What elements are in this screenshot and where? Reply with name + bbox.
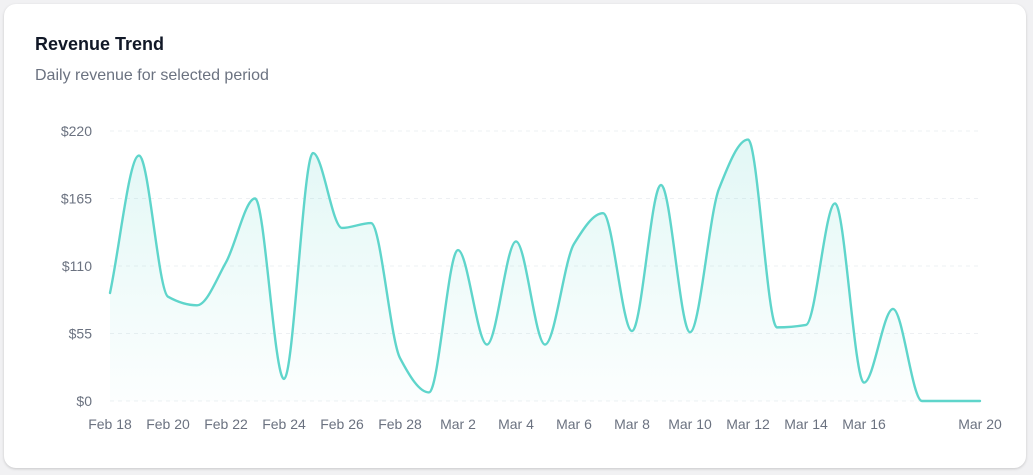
x-tick-label: Mar 4: [498, 416, 534, 432]
data-point-feb-20[interactable]: [165, 294, 171, 300]
data-point-feb-25[interactable]: [310, 150, 316, 156]
x-tick-label: Mar 8: [614, 416, 650, 432]
data-point-mar-1[interactable]: [426, 389, 432, 395]
chart-title: Revenue Trend: [35, 34, 165, 54]
data-point-mar-19[interactable]: [948, 398, 954, 404]
data-point-mar-11[interactable]: [716, 186, 722, 192]
revenue-line: [108, 138, 982, 403]
data-point-feb-22[interactable]: [223, 259, 229, 265]
data-point-mar-17[interactable]: [890, 306, 896, 312]
data-point-mar-13[interactable]: [774, 324, 780, 330]
x-tick-label: Feb 20: [146, 416, 190, 432]
data-point-feb-21[interactable]: [194, 302, 200, 308]
chart-subtitle: Daily revenue for selected period: [35, 67, 269, 84]
x-tick-label: Mar 12: [726, 416, 770, 432]
x-tick-label: Mar 10: [668, 416, 712, 432]
data-point-feb-19[interactable]: [136, 153, 142, 159]
x-tick-label: Feb 28: [378, 416, 422, 432]
y-tick-label: $55: [69, 326, 93, 342]
data-point-mar-8[interactable]: [629, 328, 635, 334]
data-point-mar-2[interactable]: [455, 247, 461, 253]
data-point-feb-26[interactable]: [339, 225, 345, 231]
x-tick-label: Mar 20: [958, 416, 1002, 432]
x-tick-label: Feb 24: [262, 416, 306, 432]
revenue-area-fill: [110, 139, 980, 401]
x-tick-label: Feb 22: [204, 416, 248, 432]
data-point-mar-14[interactable]: [803, 322, 809, 328]
data-point-mar-12[interactable]: [745, 137, 751, 143]
data-point-mar-20[interactable]: [977, 398, 983, 404]
data-point-mar-3[interactable]: [484, 342, 490, 348]
y-tick-label: $165: [61, 191, 92, 207]
x-tick-label: Mar 2: [440, 416, 476, 432]
data-point-mar-5[interactable]: [542, 342, 548, 348]
data-point-feb-27[interactable]: [368, 220, 374, 226]
x-tick-label: Feb 18: [88, 416, 132, 432]
data-point-mar-7[interactable]: [600, 210, 606, 216]
data-point-mar-9[interactable]: [658, 182, 664, 188]
data-point-feb-18[interactable]: [107, 290, 113, 296]
data-point-feb-24[interactable]: [281, 376, 287, 382]
x-tick-label: Feb 26: [320, 416, 364, 432]
data-point-mar-10[interactable]: [687, 329, 693, 335]
x-tick-label: Mar 14: [784, 416, 828, 432]
data-point-mar-4[interactable]: [513, 238, 519, 244]
x-tick-label: Mar 6: [556, 416, 592, 432]
data-point-mar-18[interactable]: [919, 398, 925, 404]
data-point-mar-15[interactable]: [832, 200, 838, 206]
data-point-feb-23[interactable]: [252, 196, 258, 202]
data-point-mar-6[interactable]: [571, 241, 577, 247]
y-tick-label: $220: [61, 123, 92, 139]
y-tick-label: $110: [62, 258, 92, 274]
data-point-mar-16[interactable]: [861, 380, 867, 386]
y-tick-label: $0: [76, 393, 92, 409]
data-point-feb-28[interactable]: [397, 355, 403, 361]
x-tick-label: Mar 16: [842, 416, 886, 432]
